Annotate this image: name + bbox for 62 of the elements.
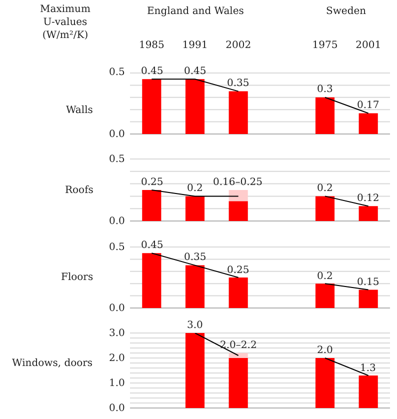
data-label: 0.35 bbox=[184, 252, 206, 263]
y-tick-label: 0.0 bbox=[109, 129, 125, 140]
bar bbox=[358, 376, 378, 408]
y-tick-label: 2.0 bbox=[109, 353, 125, 364]
bar bbox=[228, 278, 248, 308]
bar bbox=[228, 190, 248, 202]
data-label: 0.2 bbox=[317, 271, 333, 282]
x-tick-label: 2002 bbox=[226, 40, 252, 51]
data-label: 0.16–0.25 bbox=[213, 177, 263, 188]
data-label: 0.15 bbox=[357, 277, 380, 288]
bar bbox=[185, 333, 205, 408]
bar bbox=[358, 113, 378, 134]
data-label: 0.45 bbox=[141, 66, 164, 77]
x-tick-label: 1991 bbox=[182, 40, 208, 51]
data-label: 0.25 bbox=[227, 265, 250, 276]
y-tick-label: 0.5 bbox=[109, 67, 125, 78]
bar bbox=[358, 290, 378, 308]
y-tick-label: 0.5 bbox=[109, 154, 125, 165]
bar bbox=[228, 91, 248, 134]
y-tick-label: 0.0 bbox=[109, 403, 125, 414]
y-tick-label: 0.5 bbox=[109, 242, 125, 253]
chart-title: Maximum U-values (W/m²/K) bbox=[40, 4, 91, 41]
bar bbox=[315, 284, 335, 308]
data-label: 0.17 bbox=[357, 100, 380, 111]
data-label: 0.2 bbox=[317, 183, 333, 194]
bar bbox=[228, 358, 248, 408]
data-label: 0.25 bbox=[141, 177, 164, 188]
x-tick-label: 1985 bbox=[138, 40, 164, 51]
x-tick-label: 1975 bbox=[312, 40, 338, 51]
bar bbox=[315, 358, 335, 408]
data-label: 0.45 bbox=[184, 66, 206, 77]
data-label: 0.12 bbox=[357, 193, 380, 204]
y-axis-title: Walls bbox=[66, 105, 93, 116]
x-tick-label: 2001 bbox=[356, 40, 382, 51]
bar bbox=[142, 79, 162, 134]
bar bbox=[228, 201, 248, 221]
bar bbox=[185, 79, 205, 134]
bar bbox=[315, 97, 335, 134]
bar bbox=[358, 206, 378, 221]
data-label: 0.2 bbox=[187, 183, 203, 194]
y-tick-label: 0.0 bbox=[109, 303, 125, 314]
data-label: 3.0 bbox=[187, 320, 203, 331]
bar bbox=[228, 353, 248, 358]
y-tick-label: 0.0 bbox=[109, 216, 125, 227]
y-tick-label: 1.0 bbox=[109, 378, 125, 389]
bar bbox=[185, 265, 205, 308]
data-label: 0.45 bbox=[141, 240, 164, 251]
bar bbox=[142, 253, 162, 308]
data-label: 2.0–2.2 bbox=[220, 340, 257, 351]
data-label: 2.0 bbox=[317, 345, 333, 356]
text: England and Wales bbox=[147, 6, 244, 17]
data-label: 0.35 bbox=[227, 78, 250, 89]
bar bbox=[142, 190, 162, 221]
y-axis-title: Roofs bbox=[65, 185, 94, 196]
y-axis-title: Windows, doors bbox=[12, 358, 93, 369]
bar bbox=[315, 196, 335, 221]
y-axis-title: Floors bbox=[61, 272, 94, 283]
text: Sweden bbox=[326, 6, 367, 17]
bar bbox=[185, 196, 205, 221]
data-label: 1.3 bbox=[360, 363, 376, 374]
data-label: 0.3 bbox=[317, 84, 333, 95]
y-tick-label: 3.0 bbox=[109, 328, 125, 339]
